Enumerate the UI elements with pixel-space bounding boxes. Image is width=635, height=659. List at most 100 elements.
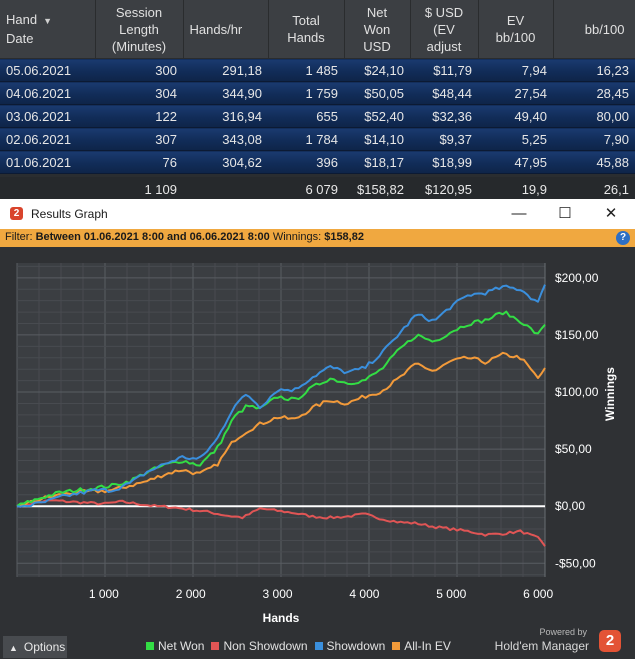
table-cell: 5,25 [478, 127, 553, 151]
column-header-text: bb/100 [495, 30, 536, 45]
x-tick-label: 5 000 [436, 587, 466, 601]
minimize-button[interactable]: — [511, 205, 527, 222]
series-line-non-showdown [16, 499, 546, 547]
help-icon[interactable]: ? [616, 231, 630, 245]
table-cell: 49,40 [478, 104, 553, 128]
column-header[interactable]: Hand ▼ Date [0, 0, 96, 59]
column-header[interactable]: Session Length (Minutes) [95, 0, 184, 59]
column-header-text: bb/100 [584, 21, 625, 37]
close-button[interactable]: ✕ [604, 205, 618, 222]
table-cell: 05.06.2021 [0, 58, 95, 82]
table-cell: 27,54 [478, 81, 553, 105]
table-cell: 80,00 [553, 104, 635, 128]
legend-item[interactable]: Showdown [314, 639, 385, 653]
column-header-text: Net [366, 4, 388, 20]
totals-cell: $158,82 [344, 177, 410, 201]
table-cell: 28,45 [553, 81, 635, 105]
winnings-label: Winnings: [272, 231, 322, 243]
legend-swatch-icon [314, 642, 323, 650]
legend-item[interactable]: All-In EV [392, 639, 451, 653]
brand-name: Hold'em Manager [494, 639, 589, 653]
y-tick-label: $150,00 [555, 328, 599, 342]
column-header-text: Session [115, 4, 163, 20]
column-header[interactable]: Net Won USD [344, 0, 411, 59]
x-tick-label: 2 000 [176, 587, 206, 601]
table-cell: $24,10 [344, 58, 410, 82]
series-layer [16, 284, 546, 547]
table-cell: 343,08 [183, 127, 268, 151]
legend-label: Net Won [158, 639, 205, 653]
filter-range: Between 01.06.2021 8:00 and 06.06.2021 8… [35, 231, 270, 243]
table-row[interactable]: 02.06.2021 307 343,08 1 784 $14,10 $9,37 5,25 7… [0, 127, 635, 151]
y-tick-label: $50,00 [555, 442, 592, 456]
table-cell: 307 [95, 127, 183, 151]
table-cell: 316,94 [183, 104, 268, 128]
legend-swatch-icon [146, 642, 154, 650]
winnings-value: $158,82 [324, 231, 364, 243]
column-header-text: Hand [6, 12, 38, 28]
legend-item[interactable]: Net Won [146, 639, 204, 653]
table-cell: 291,18 [183, 58, 268, 82]
holdem-manager-logo-icon: 2 [599, 630, 621, 652]
table-cell: 7,90 [553, 127, 635, 151]
table-row[interactable]: 03.06.2021 122 316,94 655 $52,40 $32,36 49,40 8… [0, 104, 635, 128]
title-bar[interactable]: 2 Results Graph — ☐ ✕ [0, 199, 635, 229]
filter-bar: Filter: Between 01.06.2021 8:00 and 06.0… [0, 229, 635, 247]
table-cell: 47,95 [478, 150, 553, 174]
legend-item[interactable]: Non Showdown [211, 639, 308, 653]
filter-text: Filter: Between 01.06.2021 8:00 and 06.0… [5, 231, 364, 243]
sort-descending-icon[interactable]: ▼ [43, 15, 52, 26]
table-cell: $11,79 [410, 58, 478, 82]
y-tick-label: $0,00 [555, 499, 585, 513]
chart-legend: Net Won Non Showdown Showdown All-In EV [146, 639, 458, 655]
legend-swatch-icon [392, 642, 401, 650]
table-cell: $32,36 [410, 104, 478, 128]
column-header[interactable]: bb/100 [553, 0, 635, 59]
table-cell: $50,05 [344, 81, 410, 105]
table-cell: 1 485 [268, 58, 344, 82]
column-header[interactable]: $ USD (EV adjust [410, 0, 479, 59]
column-header-text: USD [363, 38, 391, 54]
column-header-text: Won [363, 21, 391, 37]
legend-label: Non Showdown [223, 639, 308, 653]
table-cell: $14,10 [344, 127, 410, 151]
totals-cell: 19,9 [478, 177, 553, 201]
column-header-text: EV [506, 13, 525, 28]
table-body: 05.06.2021 300 291,18 1 485 $24,10 $11,79 7,94… [0, 58, 635, 201]
table-cell: 16,23 [553, 58, 635, 82]
results-chart: 1 000 2 000 3 000 4 000 5 000 6 000 -$50,00 $0,… [0, 247, 635, 625]
table-cell: 76 [95, 150, 183, 174]
app-logo-icon: 2 [10, 207, 23, 220]
table-cell: 655 [268, 104, 344, 128]
table-spacer [0, 173, 635, 177]
table-cell: $48,44 [410, 81, 478, 105]
caret-up-icon: ▲ [9, 643, 18, 653]
table-cell: 1 759 [268, 81, 344, 105]
totals-cell [0, 177, 95, 201]
table-header-row: Hand ▼ Date Session Length (Minutes) Hands/hr T… [0, 0, 635, 59]
options-button[interactable]: ▲ Options [3, 636, 67, 658]
column-header[interactable]: Total Hands [268, 0, 345, 59]
totals-cell: 6 079 [268, 177, 344, 201]
results-graph-window: 2 Results Graph — ☐ ✕ Filter: Between 01… [0, 199, 635, 659]
column-header[interactable]: EV bb/100 [478, 0, 554, 59]
totals-cell [183, 177, 268, 201]
legend-label: All-In EV [404, 639, 451, 653]
series-line-showdown [16, 284, 546, 508]
column-header-text: Hands [287, 30, 325, 45]
session-table: Hand ▼ Date Session Length (Minutes) Hands/hr T… [0, 0, 635, 201]
table-row[interactable]: 04.06.2021 304 344,90 1 759 $50,05 $48,44 27,5… [0, 81, 635, 105]
totals-row: 1 109 6 079 $158,82 $120,95 19,9 26,1 [0, 177, 635, 201]
table-row[interactable]: 05.06.2021 300 291,18 1 485 $24,10 $11,79 7,94… [0, 58, 635, 82]
table-cell: 7,94 [478, 58, 553, 82]
table-cell: 122 [95, 104, 183, 128]
maximize-button[interactable]: ☐ [558, 205, 572, 222]
options-label: Options [23, 640, 66, 654]
column-header[interactable]: Hands/hr [183, 0, 269, 59]
column-header-text: Length [119, 21, 159, 37]
branding: Powered by Hold'em Manager 2 [487, 627, 627, 655]
table-row[interactable]: 01.06.2021 76 304,62 396 $18,17 $18,99 47,95 45… [0, 150, 635, 174]
table-cell: 01.06.2021 [0, 150, 95, 174]
column-header-text: (Minutes) [111, 38, 167, 54]
series-line-all-in-ev [16, 351, 546, 508]
